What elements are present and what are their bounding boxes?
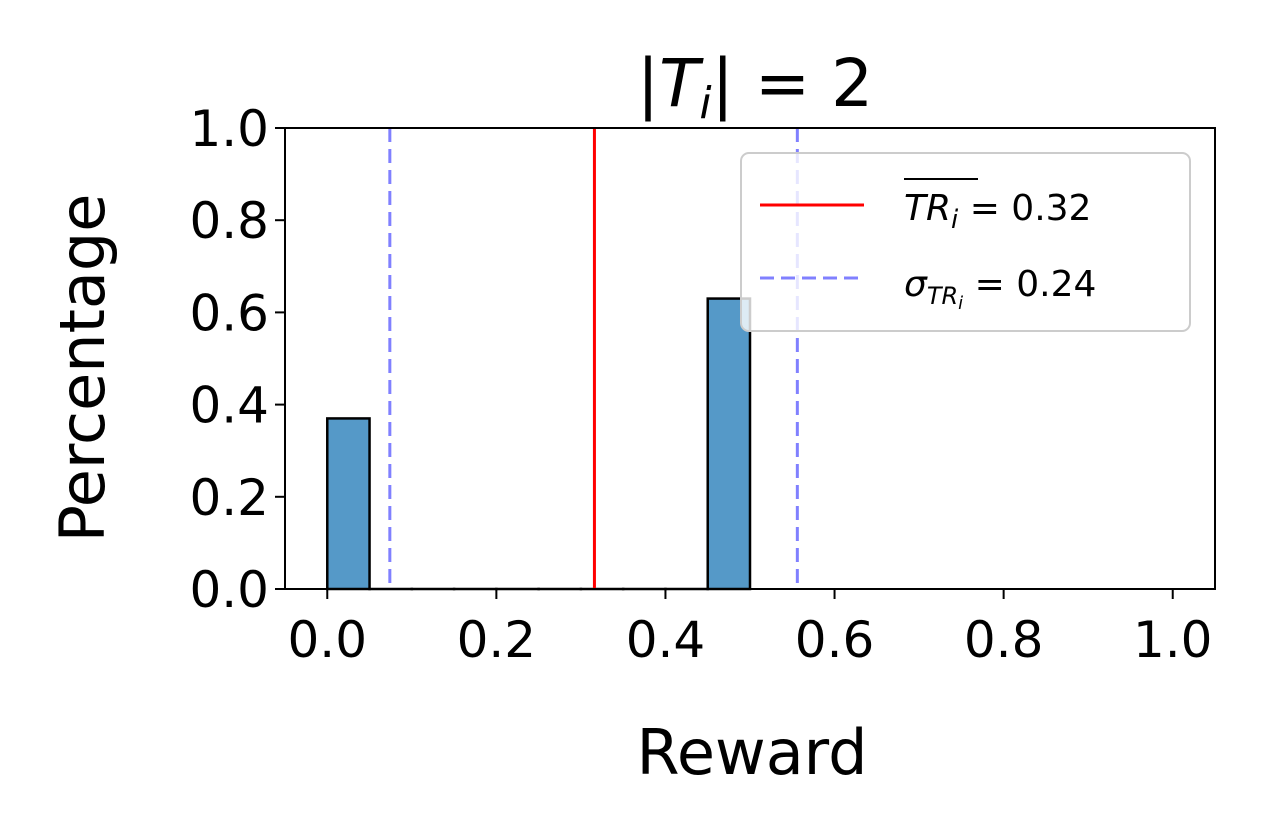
legend-std-main: σ	[904, 264, 928, 305]
histogram-bar-0	[326, 417, 371, 591]
ticks-layer: 0.0 0.2 0.4 0.6 0.8 1.0 0.0 0.2 0.4 0.6 0.8 1.0	[189, 100, 1212, 669]
y-axis-label: Percentage	[46, 194, 119, 543]
x-tick-label-0: 0.0	[288, 611, 368, 669]
legend-std-subsub: i	[958, 293, 963, 314]
title-variable: T	[659, 45, 704, 122]
title-subscript: i	[699, 78, 712, 129]
title-rest: | = 2	[712, 45, 874, 122]
y-tick-label-0: 0.0	[189, 561, 269, 619]
x-tick-label-2: 0.4	[626, 611, 706, 669]
x-tick-label-1: 0.2	[457, 611, 537, 669]
legend: TRi = 0.32 σTRi = 0.24	[740, 152, 1191, 332]
legend-std-sub: TR	[927, 282, 958, 310]
chart-title: |Ti| = 2	[637, 45, 873, 129]
legend-std-label: σTRi = 0.24	[904, 264, 1096, 314]
y-tick-label-2: 0.4	[189, 377, 269, 435]
legend-std-rest: = 0.24	[963, 264, 1096, 305]
y-tick-label-4: 0.8	[189, 192, 269, 250]
legend-mean-label: TRi = 0.32	[904, 188, 1091, 235]
legend-mean-rest: = 0.32	[958, 188, 1091, 229]
title-bar-left: |	[637, 45, 659, 122]
x-tick-label-5: 1.0	[1133, 611, 1213, 669]
legend-box	[740, 152, 1191, 332]
legend-mean-main: TR	[904, 188, 951, 229]
y-tick-label-3: 0.6	[189, 284, 269, 342]
plot-area-frame	[284, 127, 1216, 590]
y-tick-label-1: 0.2	[189, 469, 269, 527]
x-tick-label-4: 0.8	[964, 611, 1044, 669]
legend-mean-sub: i	[951, 205, 959, 235]
y-tick-label-5: 1.0	[189, 100, 269, 158]
x-tick-label-3: 0.6	[795, 611, 875, 669]
x-axis-label: Reward	[637, 716, 868, 789]
histogram-bar-9	[706, 297, 752, 591]
